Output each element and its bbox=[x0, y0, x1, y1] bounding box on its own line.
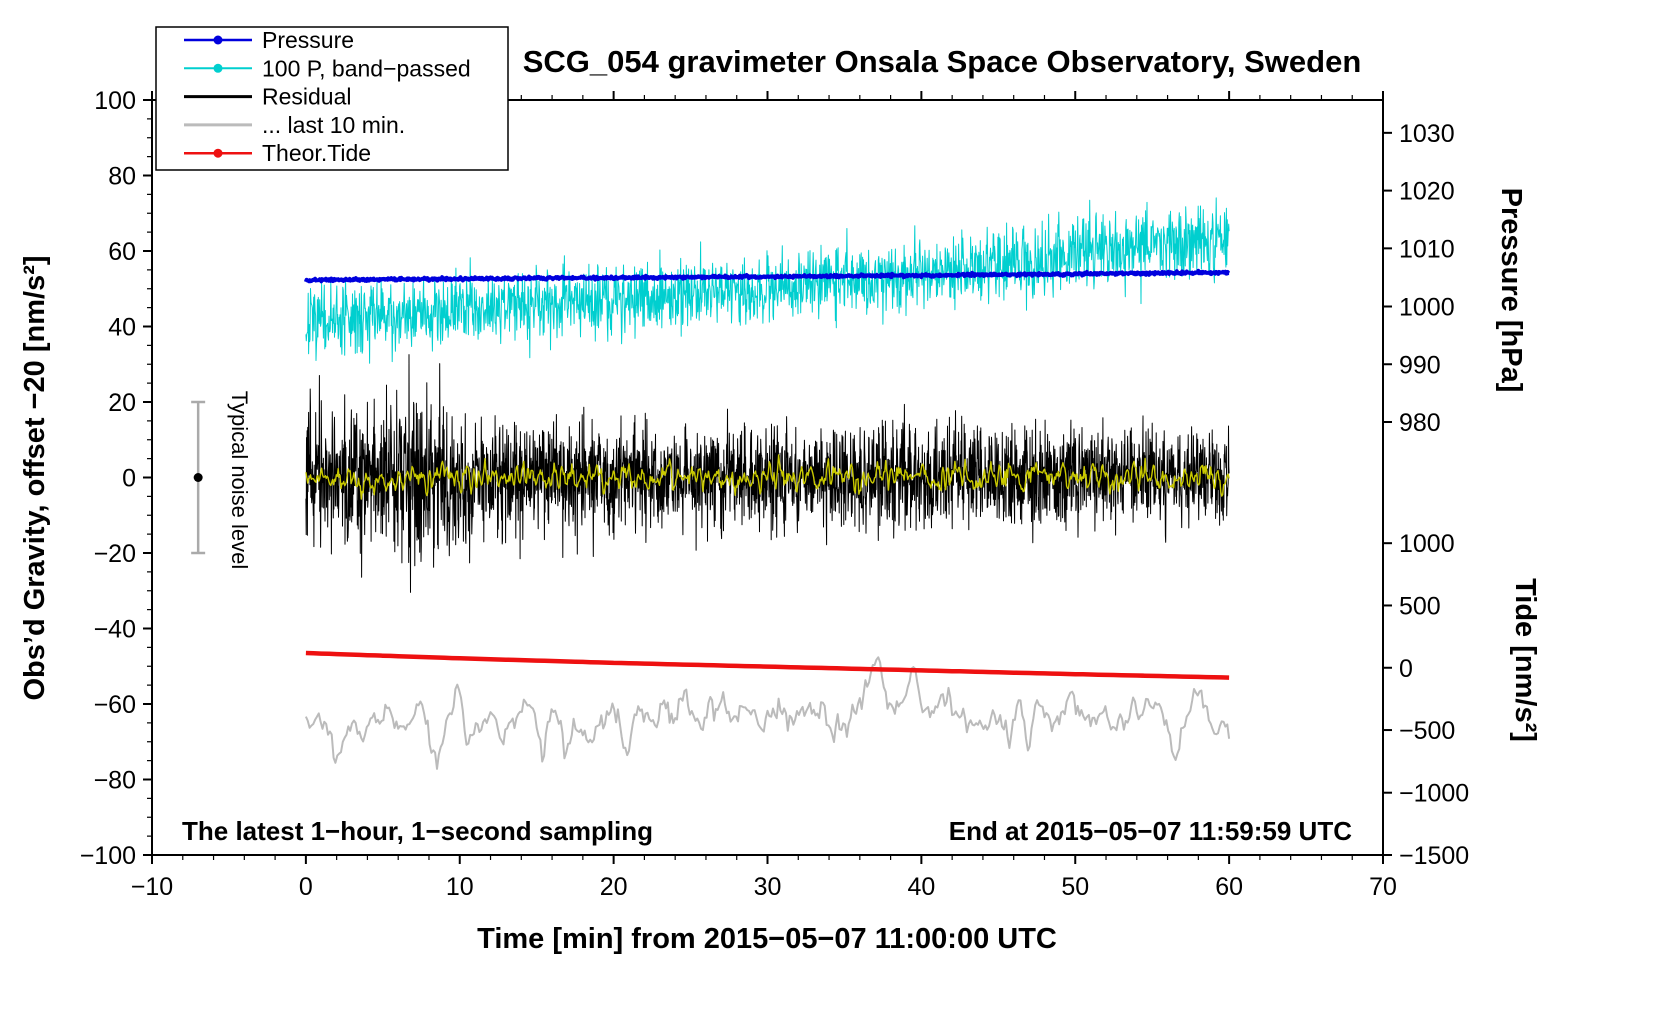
tide-tick-label: 500 bbox=[1399, 592, 1441, 620]
legend-item-label: 100 P, band−passed bbox=[262, 55, 471, 81]
noise-level-marker bbox=[191, 400, 206, 555]
x-tick-label: 40 bbox=[907, 873, 935, 901]
x-tick-label: 30 bbox=[754, 873, 782, 901]
series-residual_filtered bbox=[305, 454, 1230, 500]
tide-tick-label: 1000 bbox=[1399, 530, 1455, 558]
series-theor_tide bbox=[305, 650, 1230, 680]
noise-center-dot bbox=[193, 473, 203, 482]
legend-dot-marker bbox=[213, 63, 223, 73]
x-tick-label: 70 bbox=[1369, 873, 1397, 901]
legend-dot-marker bbox=[213, 35, 223, 45]
y-left-tick-label: −40 bbox=[94, 616, 136, 644]
series-layer bbox=[304, 197, 1231, 770]
pressure-tick-label: 1000 bbox=[1399, 293, 1455, 321]
pressure-tick-label: 990 bbox=[1399, 351, 1441, 379]
x-tick-label: 50 bbox=[1061, 873, 1089, 901]
tide-tick-label: 0 bbox=[1399, 655, 1413, 683]
series-last_10_min bbox=[304, 656, 1231, 770]
x-tick-label: 10 bbox=[446, 873, 474, 901]
legend-item-label: ... last 10 min. bbox=[262, 112, 405, 138]
axis-layer: −10 0 10 20 30 40 50 60 70−100−80−60−40−20020406… bbox=[80, 87, 1470, 901]
y-left-tick-label: −100 bbox=[80, 842, 136, 870]
legend-item-label: Residual bbox=[262, 84, 352, 110]
tide-tick-label: −1000 bbox=[1399, 780, 1469, 808]
x-tick-label: 0 bbox=[299, 873, 313, 901]
pressure-tick-label: 980 bbox=[1399, 409, 1441, 437]
y-left-tick-label: 100 bbox=[94, 87, 136, 115]
tide-tick-label: −1500 bbox=[1399, 842, 1469, 870]
y-axis-title-pressure: Pressure [hPa] bbox=[1495, 188, 1527, 393]
y-left-tick-label: 80 bbox=[108, 163, 136, 191]
chart-title: SCG_054 gravimeter Onsala Space Observat… bbox=[523, 44, 1362, 79]
legend-item-label: Pressure bbox=[262, 27, 354, 53]
legend-item-label: Theor.Tide bbox=[262, 140, 371, 166]
y-left-tick-label: 60 bbox=[108, 238, 136, 266]
y-axis-title-left: Obs’d Gravity, offset −20 [nm/s²] bbox=[19, 255, 51, 700]
pressure-tick-label: 1030 bbox=[1399, 120, 1455, 148]
x-axis-title: Time [min] from 2015−05−07 11:00:00 UTC bbox=[477, 923, 1057, 955]
y-left-tick-label: −20 bbox=[94, 540, 136, 568]
y-left-tick-label: −60 bbox=[94, 691, 136, 719]
end-time-annotation: End at 2015−05−07 11:59:59 UTC bbox=[949, 816, 1352, 846]
y-left-tick-label: −80 bbox=[94, 767, 136, 795]
noise-level-label: Typical noise level bbox=[227, 391, 252, 570]
sampling-annotation: The latest 1−hour, 1−second sampling bbox=[182, 816, 653, 846]
y-left-tick-label: 20 bbox=[108, 389, 136, 417]
legend-box bbox=[155, 26, 509, 171]
y-axis-title-tide: Tide [nm/s²] bbox=[1509, 578, 1541, 742]
series-residual bbox=[305, 354, 1230, 593]
x-tick-label: 20 bbox=[600, 873, 628, 901]
x-tick-label: 60 bbox=[1215, 873, 1243, 901]
y-left-tick-label: 40 bbox=[108, 314, 136, 342]
pressure-tick-label: 1010 bbox=[1399, 235, 1455, 263]
x-tick-label: −10 bbox=[131, 873, 173, 901]
legend-dot-marker bbox=[213, 148, 223, 158]
tide-tick-label: −500 bbox=[1399, 717, 1455, 745]
y-left-tick-label: 0 bbox=[122, 465, 136, 493]
pressure-tick-label: 1020 bbox=[1399, 178, 1455, 206]
series-pressure bbox=[304, 268, 1231, 284]
